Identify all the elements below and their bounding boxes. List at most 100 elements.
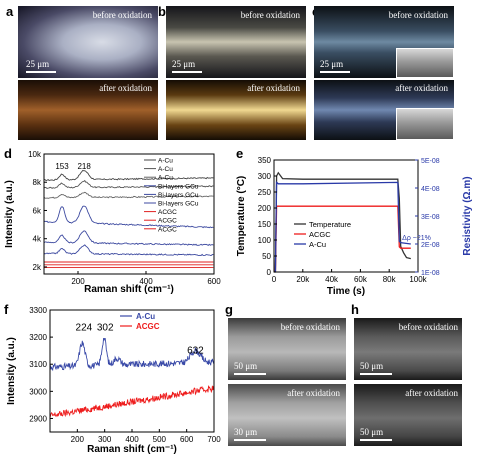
panel-c-after-micrograph: after oxidation — [314, 80, 454, 140]
panel-g-before-label: before oxidation — [280, 322, 340, 332]
chart-e-xtick-label-4: 80k — [383, 275, 397, 284]
chart-d-series-0 — [44, 169, 214, 182]
chart-d-series-5 — [43, 244, 214, 256]
panel-a-scale-label: 25 μm — [26, 59, 50, 69]
chart-e-legend-label-1: ACGC — [309, 230, 331, 239]
panel-c-scale-bar — [320, 71, 350, 73]
chart-e-yrtick-label-2: 3E-08 — [421, 214, 440, 221]
panel-a-before-micrograph: before oxidation 25 μm — [18, 6, 158, 78]
panel-c-after-label: after oxidation — [395, 83, 448, 93]
panel-e-label: e — [236, 146, 244, 161]
chart-f-peak-label-1: 302 — [97, 322, 114, 333]
chart-e-yltick-label-3: 150 — [258, 220, 272, 229]
panel-g-label: g — [225, 302, 233, 317]
chart-f-xtick-label-2: 400 — [125, 435, 139, 444]
chart-e-series-a-cu — [274, 181, 411, 273]
chart-f-legend-label-1: ACGC — [136, 322, 160, 331]
chart-e-xtick-label-0: 0 — [272, 275, 277, 284]
panel-h-scale-top-bar — [360, 373, 392, 375]
chart-d-legend-label-4: Bi-layers GCu — [158, 192, 199, 199]
chart-d-legend-label-1: A-Cu — [158, 166, 173, 173]
panel-a-scale-bar — [26, 71, 56, 73]
chart-f-xtick-label-1: 300 — [98, 435, 112, 444]
chart-d-series-1 — [43, 179, 214, 190]
chart-f-xtick-label-3: 500 — [153, 435, 167, 444]
chart-e-xtick-label-5: 100k — [409, 275, 427, 284]
panel-c-before-inset — [396, 48, 454, 78]
panel-c-scale-label: 25 μm — [320, 59, 344, 69]
chart-d-series-3 — [43, 205, 214, 229]
chart-d-ylabel: Intensity (a.u.) — [4, 180, 15, 248]
chart-f-series-acgc — [49, 384, 215, 418]
chart-e-yrtick-label-4: 5E-08 — [421, 158, 440, 165]
panel-d-label: d — [4, 146, 12, 161]
chart-d-legend-label-5: Bi-layers GCu — [158, 201, 199, 208]
chart-d-ytick-label-4: 10k — [28, 150, 42, 159]
chart-d-legend-label-6: ACGC — [158, 209, 177, 216]
panel-b-scale-label: 25 μm — [172, 59, 196, 69]
chart-d-legend-label-2: A-Cu — [158, 175, 173, 182]
chart-e-xtick-label-3: 60k — [354, 275, 368, 284]
panel-h-scale-bottom-bar — [360, 439, 392, 441]
chart-f-peak-label-2: 632 — [187, 345, 204, 356]
chart-d-ytick-label-0: 2k — [33, 263, 42, 272]
chart-f-ylabel: Intensity (a.u.) — [6, 337, 17, 405]
chart-f-series-a-cu — [49, 338, 215, 372]
panel-a-before-label: before oxidation — [92, 10, 152, 20]
chart-d-series-2 — [43, 191, 214, 199]
chart-f-ytick-label-1: 3000 — [29, 387, 47, 396]
panel-a-after-micrograph: after oxidation — [18, 80, 158, 140]
chart-f-xlabel: Raman shift (cm⁻¹) — [87, 444, 177, 455]
panel-g-after-micrograph: after oxidation 30 μm — [228, 384, 346, 446]
panel-b-after-micrograph: after oxidation — [166, 80, 306, 140]
panel-c-before-micrograph: before oxidation 25 μm — [314, 6, 454, 78]
panel-f-label: f — [4, 302, 9, 317]
chart-e-frame — [273, 159, 419, 273]
chart-e-ylabel-left: Temperature (°C) — [236, 176, 247, 257]
chart-d-legend-label-0: A-Cu — [158, 158, 173, 165]
chart-e-yltick-label-2: 100 — [258, 236, 272, 245]
chart-f-xtick-label-0: 200 — [71, 435, 85, 444]
panel-a-after-label: after oxidation — [99, 83, 152, 93]
panel-g-scale-top-label: 50 μm — [234, 361, 258, 371]
panel-b-before-label: before oxidation — [240, 10, 300, 20]
chart-d-ytick-label-3: 8k — [33, 178, 42, 187]
panel-a-label: a — [6, 4, 14, 19]
chart-f-ytick-label-0: 2900 — [29, 414, 47, 423]
chart-d-xtick-label-2: 600 — [207, 277, 221, 286]
chart-e-yltick-label-7: 350 — [258, 156, 272, 165]
chart-e-xtick-label-1: 20k — [296, 275, 310, 284]
panel-h-after-micrograph: after oxidation 50 μm — [354, 384, 462, 446]
chart-e-legend-label-0: Temperature — [309, 220, 351, 229]
panel-b-scale-bar — [172, 71, 202, 73]
panel-b-label: b — [158, 4, 166, 19]
chart-f-ytick-label-4: 3300 — [29, 306, 47, 315]
chart-e-xlabel: Time (s) — [327, 286, 365, 297]
panel-h-label: h — [351, 302, 359, 317]
chart-e-xtick-label-2: 40k — [325, 275, 339, 284]
chart-d-xtick-label-0: 200 — [71, 277, 85, 286]
panel-g-after-label: after oxidation — [287, 388, 340, 398]
chart-e-series-acgc — [274, 205, 411, 273]
panel-c-before-label: before oxidation — [388, 10, 448, 20]
chart-d-ytick-label-1: 4k — [33, 235, 42, 244]
chart-d-legend-label-3: Bi-layers GCu — [158, 183, 199, 190]
chart-e-yrtick-label-3: 4E-08 — [421, 186, 440, 193]
chart-d-peak-label-0: 153 — [55, 162, 69, 171]
chart-f-xtick-label-4: 600 — [180, 435, 194, 444]
panel-g-before-micrograph: before oxidation 50 μm — [228, 318, 346, 380]
chart-e-yrtick-label-0: 1E-08 — [421, 270, 440, 277]
panel-g-scale-bottom-label: 30 μm — [234, 427, 258, 437]
chart-e-yltick-label-1: 50 — [262, 252, 271, 261]
chart-f-legend-label-0: A-Cu — [136, 312, 155, 321]
panel-g-scale-bottom-bar — [234, 439, 266, 441]
panel-h-scale-top-label: 50 μm — [360, 361, 384, 371]
panel-h-after-label: after oxidation — [405, 388, 458, 398]
panel-b-after-label: after oxidation — [247, 83, 300, 93]
panel-b-before-micrograph: before oxidation 25 μm — [166, 6, 306, 78]
chart-f-ytick-label-3: 3200 — [29, 333, 47, 342]
panel-h-before-label: before oxidation — [398, 322, 458, 332]
chart-d-frame — [43, 153, 215, 275]
chart-e-ylabel-right: Resistivity (Ω.m) — [462, 176, 473, 255]
chart-f-xtick-label-5: 700 — [207, 435, 221, 444]
